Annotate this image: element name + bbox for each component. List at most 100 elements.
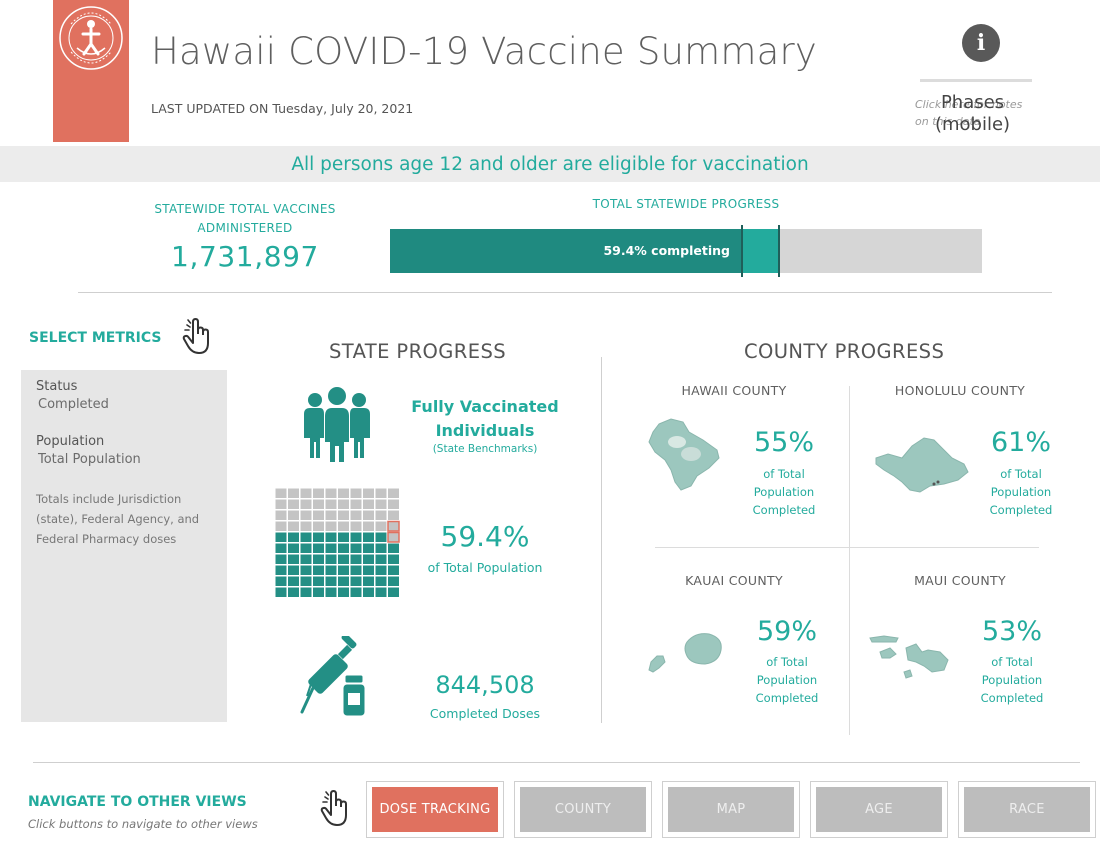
waffle-cell xyxy=(313,532,324,542)
status-filter-value[interactable]: Completed xyxy=(38,397,109,412)
waffle-cell xyxy=(375,554,387,564)
waffle-cell xyxy=(275,532,287,542)
population-filter-value[interactable]: Total Population xyxy=(38,452,141,467)
waffle-cell xyxy=(350,543,362,553)
waffle-cell xyxy=(363,510,374,520)
waffle-cell xyxy=(325,521,337,531)
waffle-cell xyxy=(275,554,287,564)
footer-divider xyxy=(33,762,1080,763)
waffle-cell xyxy=(363,587,374,597)
state-progress-title: STATE PROGRESS xyxy=(329,340,507,363)
waffle-cell xyxy=(275,510,287,520)
waffle-cell xyxy=(325,499,337,509)
county-percent-maui: 53% xyxy=(981,616,1042,647)
waffle-cell xyxy=(275,543,287,553)
vertical-divider xyxy=(601,357,602,723)
navigate-hint: Click buttons to navigate to other views xyxy=(28,817,258,831)
maui-islands-map-icon[interactable] xyxy=(868,632,952,684)
waffle-cell xyxy=(363,532,374,542)
waffle-cell xyxy=(300,587,312,597)
waffle-cell xyxy=(338,488,349,498)
waffle-cell xyxy=(350,521,362,531)
navigate-title: NAVIGATE TO OTHER VIEWS xyxy=(28,794,247,810)
waffle-cell xyxy=(288,499,299,509)
statewide-progress-bar[interactable]: 59.4% completing xyxy=(390,225,982,277)
page-title: Hawaii COVID-19 Vaccine Summary xyxy=(151,30,818,73)
nav-button-county[interactable]: COUNTY xyxy=(514,781,652,838)
waffle-cell xyxy=(288,565,299,575)
waffle-cell xyxy=(338,554,349,564)
waffle-cell xyxy=(350,499,362,509)
hawaii-island-map-icon[interactable] xyxy=(645,414,725,494)
waffle-cell xyxy=(288,488,299,498)
info-note[interactable]: Click here for notes on this data xyxy=(915,98,1023,128)
waffle-cell xyxy=(275,499,287,509)
waffle-cell xyxy=(288,521,299,531)
nav-button-race[interactable]: RACE xyxy=(958,781,1096,838)
totals-note: Totals include Jurisdiction (state), Fed… xyxy=(36,492,200,546)
nav-button-label: DOSE TRACKING xyxy=(372,787,498,832)
department-of-health-logo xyxy=(53,0,129,142)
waffle-cell xyxy=(325,554,337,564)
nav-button-label: COUNTY xyxy=(520,787,646,832)
kauai-island-map-icon[interactable] xyxy=(645,628,745,680)
county-name-maui: MAUI COUNTY xyxy=(914,573,1006,588)
oahu-island-map-icon[interactable] xyxy=(872,432,972,496)
waffle-cell xyxy=(363,565,374,575)
progress-text: 59.4% completing xyxy=(603,243,730,258)
waffle-cell xyxy=(388,576,399,586)
county-name-kauai: KAUAI COUNTY xyxy=(685,573,783,588)
waffle-cell xyxy=(325,565,337,575)
completed-doses-value: 844,508 xyxy=(435,671,535,699)
waffle-cell xyxy=(325,510,337,520)
waffle-cell xyxy=(288,510,299,520)
county-percent-hawaii: 55% xyxy=(753,427,814,458)
waffle-cell xyxy=(375,576,387,586)
waffle-cell xyxy=(375,521,387,531)
nav-button-map[interactable]: MAP xyxy=(662,781,800,838)
waffle-cell xyxy=(338,499,349,509)
metrics-filter-panel: Status Completed Population Total Popula… xyxy=(21,370,227,722)
waffle-cell xyxy=(313,499,324,509)
waffle-cell xyxy=(313,554,324,564)
last-updated: LAST UPDATED ON Tuesday, July 20, 2021 xyxy=(151,101,413,116)
waffle-cell xyxy=(388,532,399,542)
county-name-hawaii: HAWAII COUNTY xyxy=(681,383,787,398)
waffle-cell xyxy=(338,587,349,597)
completed-doses-label: Completed Doses xyxy=(429,706,541,721)
waffle-cell xyxy=(300,532,312,542)
info-icon[interactable]: i xyxy=(962,24,1000,62)
section-divider xyxy=(78,292,1052,293)
nav-button-age[interactable]: AGE xyxy=(810,781,948,838)
waffle-cell xyxy=(338,565,349,575)
waffle-cell xyxy=(375,499,387,509)
waffle-cell xyxy=(350,587,362,597)
waffle-cell xyxy=(375,543,387,553)
waffle-cell xyxy=(388,521,399,531)
waffle-cell xyxy=(300,554,312,564)
waffle-cell xyxy=(375,587,387,597)
waffle-cell xyxy=(338,532,349,542)
last-updated-date: Tuesday, July 20, 2021 xyxy=(272,101,414,116)
phases-mobile-link[interactable]: Phases (mobile) xyxy=(934,92,1011,135)
waffle-cell xyxy=(363,543,374,553)
waffle-cell xyxy=(338,510,349,520)
select-metrics-title: SELECT METRICS xyxy=(29,330,162,346)
waffle-cell xyxy=(350,554,362,564)
waffle-cell xyxy=(288,532,299,542)
progress-initiated-marker xyxy=(778,225,780,277)
waffle-cell xyxy=(350,576,362,586)
waffle-cell xyxy=(350,488,362,498)
state-completed-percent: 59.4% xyxy=(440,520,530,553)
last-updated-label: LAST UPDATED ON xyxy=(151,101,269,116)
nav-button-label: MAP xyxy=(668,787,794,832)
waffle-cell xyxy=(388,543,399,553)
info-divider xyxy=(920,79,1032,82)
waffle-cell xyxy=(275,587,287,597)
waffle-cell xyxy=(275,565,287,575)
waffle-cell xyxy=(275,521,287,531)
waffle-cell xyxy=(325,532,337,542)
waffle-cell xyxy=(275,488,287,498)
waffle-cell xyxy=(313,521,324,531)
nav-button-dose-tracking[interactable]: DOSE TRACKING xyxy=(366,781,504,838)
